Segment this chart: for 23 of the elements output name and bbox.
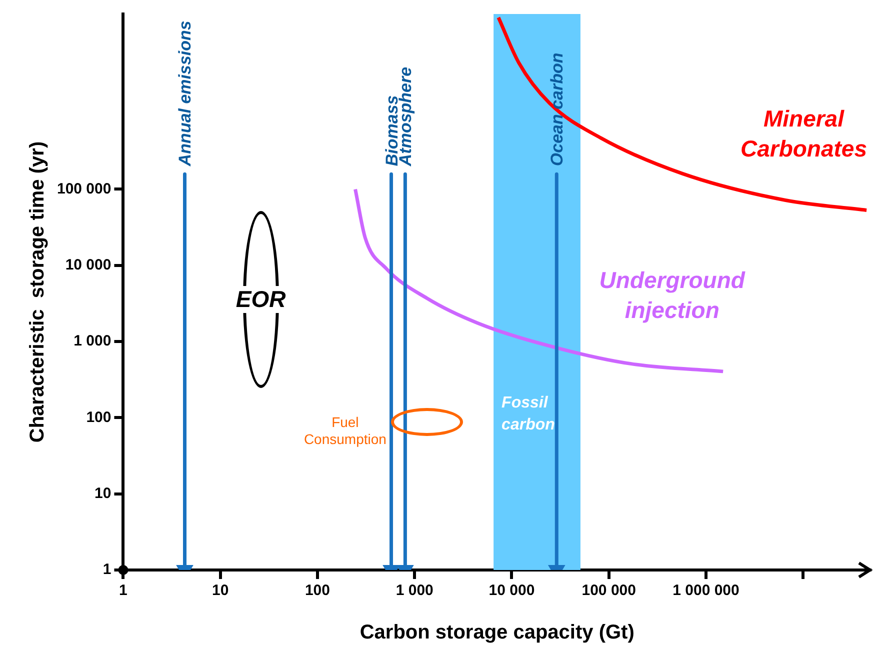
band-label: Fossil carbon [502, 394, 556, 434]
text: Ocean carbon [548, 52, 567, 166]
y-tick-label: 10 [94, 484, 112, 502]
x-tick-label: 1 000 [396, 582, 434, 600]
y-tick-label: 1 000 [74, 332, 112, 350]
series-label: Underground injection [599, 266, 746, 323]
x-tick-label: 10 000 [488, 582, 535, 600]
x-tick-label: 10 [212, 582, 229, 600]
text: Annual emissions [176, 20, 195, 168]
y-tick-label: 1 [102, 561, 112, 578]
x-tick-label: 1 [119, 582, 128, 600]
y-tick-label: 100 [86, 408, 112, 426]
x-tick-label: 100 000 [582, 582, 636, 600]
series-label: Mineral Carbonates [740, 106, 868, 162]
y-axis-title: Characteristic storage time (yr) [26, 141, 49, 443]
annotation: Fuel Consumption [304, 414, 386, 448]
x-tick-label: 100 [304, 582, 330, 600]
x-tick-label: 1 000 000 [672, 582, 740, 600]
text: Atmosphere [396, 66, 416, 168]
y-tick-label: 100 000 [56, 180, 112, 198]
y-tick-label: 10 000 [65, 256, 112, 274]
x-axis-title: Carbon storage capacity (Gt) [360, 622, 634, 644]
annotation: EOR [234, 286, 287, 314]
